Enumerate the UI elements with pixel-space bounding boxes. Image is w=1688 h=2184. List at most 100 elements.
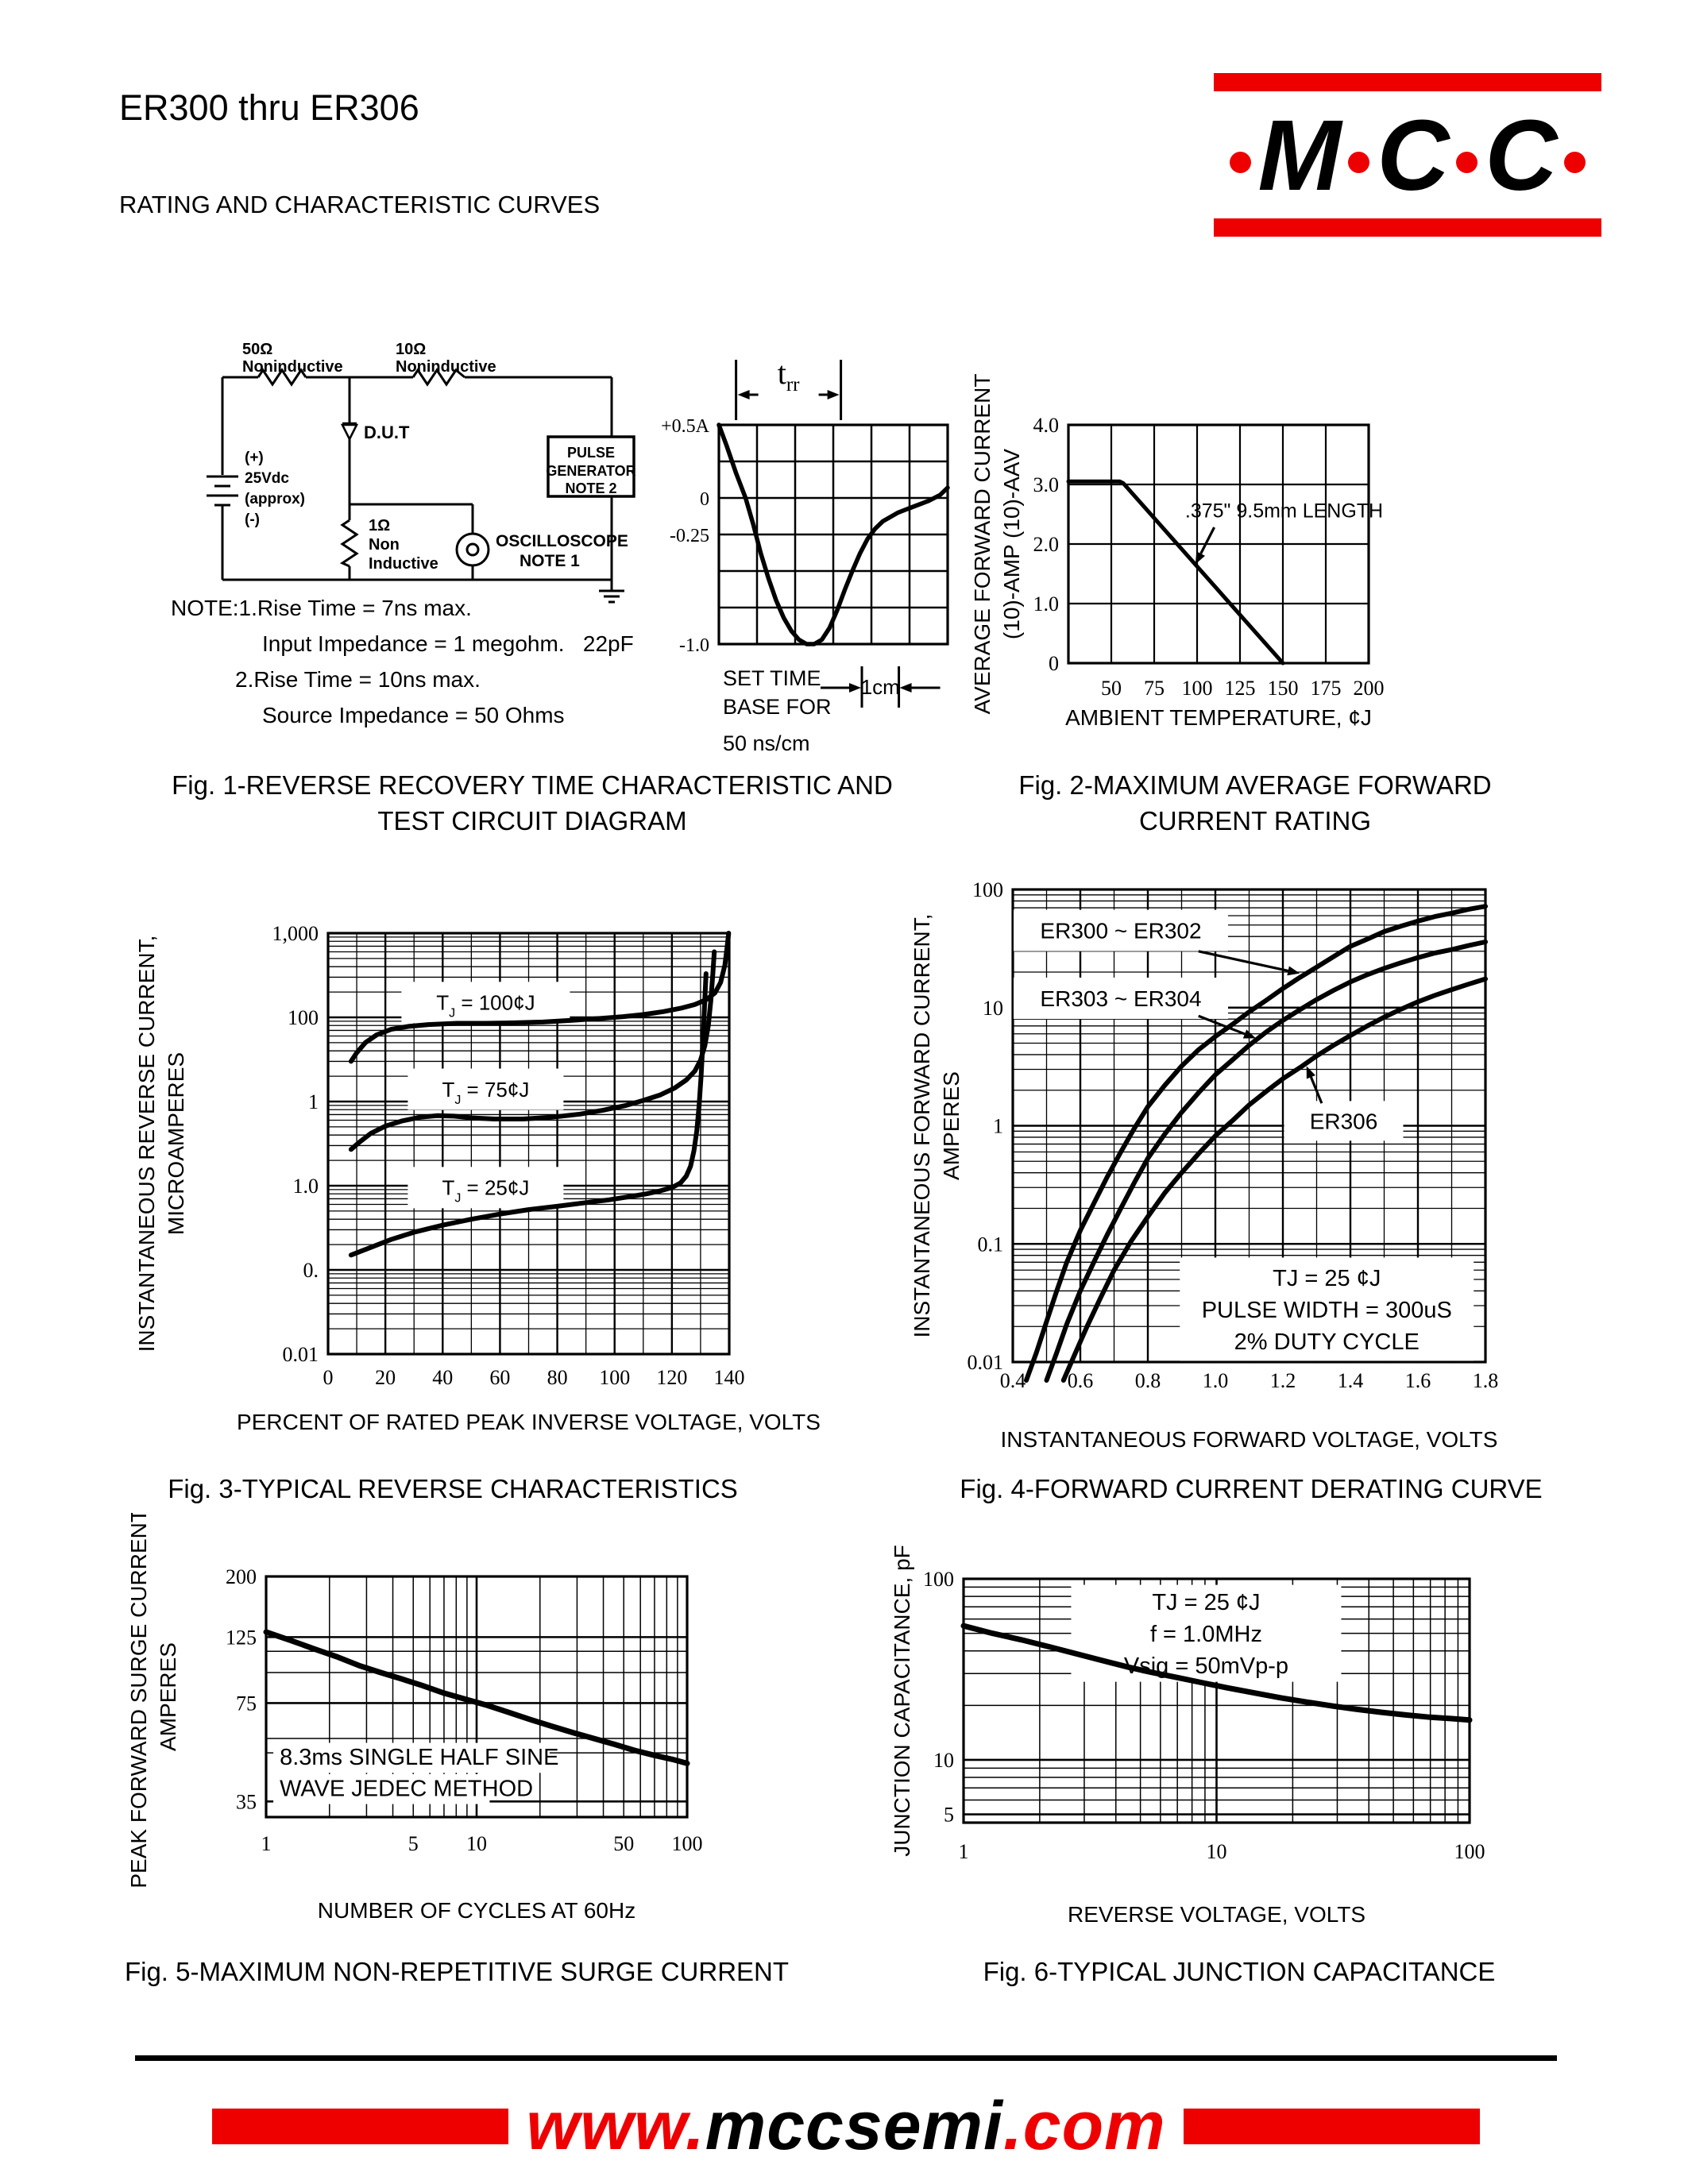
note-line: Source Impedance = 50 Ohms: [262, 703, 565, 727]
svg-text:1.2: 1.2: [1270, 1369, 1296, 1392]
svg-text:-1.0: -1.0: [679, 635, 709, 656]
brand-letter: C: [1485, 98, 1558, 211]
resistor1-value: 50Ω: [242, 341, 272, 358]
svg-text:200: 200: [1354, 677, 1385, 700]
svg-text:1: 1: [993, 1115, 1003, 1138]
resistor2-type: Noninductive: [396, 358, 496, 376]
svg-text:50 ns/cm: 50 ns/cm: [723, 731, 810, 755]
svg-text:0.8: 0.8: [1135, 1369, 1161, 1392]
pulse-gen-label-1: PULSE: [567, 445, 615, 461]
svg-text:1: 1: [959, 1840, 969, 1863]
ground-icon: [599, 580, 624, 604]
url-domain: mccsemi: [705, 2088, 1003, 2164]
svg-text:75: 75: [236, 1692, 257, 1715]
brand-bar-top: [1214, 73, 1601, 91]
svg-text:100: 100: [599, 1366, 630, 1389]
note-line: NOTE:1.Rise Time = 7ns max.: [171, 596, 472, 620]
svg-text:100: 100: [1454, 1840, 1485, 1863]
fig4-caption: Fig. 4-FORWARD CURRENT DERATING CURVE: [960, 1474, 1543, 1503]
svg-text:ER303 ~ ER304: ER303 ~ ER304: [1040, 986, 1201, 1011]
svg-text:200: 200: [226, 1565, 257, 1588]
resistor-icon: [339, 519, 359, 568]
svg-text:50: 50: [1101, 677, 1122, 700]
svg-text:1.0: 1.0: [293, 1175, 319, 1198]
svg-text:1.0: 1.0: [1033, 592, 1060, 615]
fig1-caption-line1: Fig. 1-REVERSE RECOVERY TIME CHARACTERIS…: [172, 770, 893, 800]
svg-text:INSTANTANEOUS FORWARD CURRENT,: INSTANTANEOUS FORWARD CURRENT,: [910, 913, 934, 1337]
svg-text:100: 100: [288, 1006, 319, 1029]
svg-text:SET TIME: SET TIME: [723, 666, 821, 690]
svg-text:ER306: ER306: [1310, 1109, 1378, 1133]
svg-text:1.4: 1.4: [1338, 1369, 1364, 1392]
page-title: ER300 thru ER306: [119, 87, 419, 128]
fig3-reverse-characteristics-chart: TJ = 100¢J TJ = 75¢J TJ = 25¢J 1,000 100 1 1.0…: [134, 922, 821, 1434]
svg-text:80: 80: [547, 1366, 568, 1389]
svg-text:1.0: 1.0: [1203, 1369, 1229, 1392]
svg-text:5: 5: [408, 1832, 419, 1855]
brand-dot-icon: [1229, 151, 1251, 173]
brand-dot-icon: [1348, 151, 1370, 173]
fig2-caption-line1: Fig. 2-MAXIMUM AVERAGE FORWARD: [1018, 770, 1492, 800]
website-url: www.mccsemi.com: [526, 2087, 1165, 2166]
brand-letters: M C C: [1214, 91, 1601, 218]
svg-text:1: 1: [261, 1832, 272, 1855]
svg-text:100: 100: [1182, 677, 1213, 700]
svg-text:AVERAGE FORWARD CURRENT: AVERAGE FORWARD CURRENT: [970, 374, 995, 715]
svg-text:1.6: 1.6: [1405, 1369, 1431, 1392]
fig1-recovery-waveform-chart: +0.5A 0 -0.25 -1.0 trr 1cm SET TIME BASE FOR 50 …: [661, 355, 950, 755]
svg-text:8.3ms SINGLE HALF SINE: 8.3ms SINGLE HALF SINE: [280, 1745, 558, 1770]
svg-text:TJ = 75¢J: TJ = 75¢J: [442, 1078, 529, 1107]
url-tld: .com: [1002, 2088, 1166, 2164]
svg-text:0: 0: [323, 1366, 334, 1389]
svg-text:75: 75: [1144, 677, 1165, 700]
svg-text:TJ = 25 ¢J: TJ = 25 ¢J: [1273, 1266, 1381, 1291]
svg-text:Vsig = 50mVp-p: Vsig = 50mVp-p: [1124, 1653, 1288, 1679]
svg-text:AMPERES: AMPERES: [156, 1642, 180, 1751]
fig6-junction-capacitance-chart: TJ = 25 ¢J f = 1.0MHz Vsig = 50mVp-p 100 10 5…: [890, 1545, 1485, 1927]
svg-text:trr: trr: [778, 355, 800, 396]
svg-text:PERCENT OF RATED PEAK INVERSE: PERCENT OF RATED PEAK INVERSE VOLTAGE, V…: [237, 1410, 821, 1434]
svg-text:WAVE JEDEC METHOD: WAVE JEDEC METHOD: [280, 1776, 533, 1801]
fig5-caption: Fig. 5-MAXIMUM NON-REPETITIVE SURGE CURR…: [124, 1957, 790, 1986]
svg-text:PULSE WIDTH = 300uS: PULSE WIDTH = 300uS: [1202, 1298, 1452, 1323]
brand-logo: M C C: [1214, 73, 1601, 237]
svg-text:10: 10: [933, 1749, 954, 1772]
oscilloscope-label: OSCILLOSCOPE: [496, 532, 628, 550]
svg-text:35: 35: [236, 1790, 257, 1813]
brand-letter: M: [1257, 98, 1342, 211]
svg-text:125: 125: [226, 1626, 257, 1649]
svg-text:-0.25: -0.25: [670, 526, 709, 546]
circuit-wires: [207, 368, 635, 604]
brand-letter: C: [1377, 98, 1450, 211]
fig2-caption: Fig. 2-MAXIMUM AVERAGE FORWARD CURRENT R…: [941, 767, 1569, 839]
footer-bar-left: [212, 2109, 509, 2144]
svg-text:TJ = 100¢J: TJ = 100¢J: [436, 991, 535, 1021]
svg-text:100: 100: [972, 878, 1003, 901]
resistor3-type-1: Non: [369, 536, 400, 554]
svg-text:0: 0: [700, 489, 709, 510]
footer-website: www.mccsemi.com: [135, 2087, 1557, 2166]
resistor-icon: [257, 368, 307, 387]
svg-text:AMBIENT TEMPERATURE, ¢J: AMBIENT TEMPERATURE, ¢J: [1065, 705, 1372, 730]
svg-text:50: 50: [613, 1832, 634, 1855]
svg-text:0: 0: [1049, 652, 1059, 675]
svg-text:2% DUTY CYCLE: 2% DUTY CYCLE: [1234, 1329, 1420, 1355]
battery-plus: (+): [245, 450, 264, 466]
dut-label: D.U.T: [364, 423, 410, 442]
resistor-icon: [411, 368, 465, 387]
resistor3-type-2: Inductive: [369, 555, 438, 573]
svg-text:0.4: 0.4: [1000, 1369, 1026, 1392]
diode-icon: [340, 422, 359, 442]
svg-text:40: 40: [432, 1366, 453, 1389]
pulse-generator-box: [547, 435, 635, 498]
svg-text:0.: 0.: [303, 1259, 319, 1282]
svg-text:100: 100: [923, 1568, 954, 1591]
svg-text:INSTANTANEOUS FORWARD VOLTAGE,: INSTANTANEOUS FORWARD VOLTAGE, VOLTS: [1001, 1427, 1498, 1452]
brand-dot-icon: [1456, 151, 1478, 173]
fig1-caption-line2: TEST CIRCUIT DIAGRAM: [377, 806, 687, 835]
svg-text:1.8: 1.8: [1473, 1369, 1499, 1392]
page-subtitle: RATING AND CHARACTERISTIC CURVES: [119, 191, 601, 218]
svg-text:REVERSE VOLTAGE, VOLTS: REVERSE VOLTAGE, VOLTS: [1068, 1902, 1365, 1927]
svg-text:AMPERES: AMPERES: [939, 1071, 964, 1180]
svg-text:60: 60: [489, 1366, 510, 1389]
